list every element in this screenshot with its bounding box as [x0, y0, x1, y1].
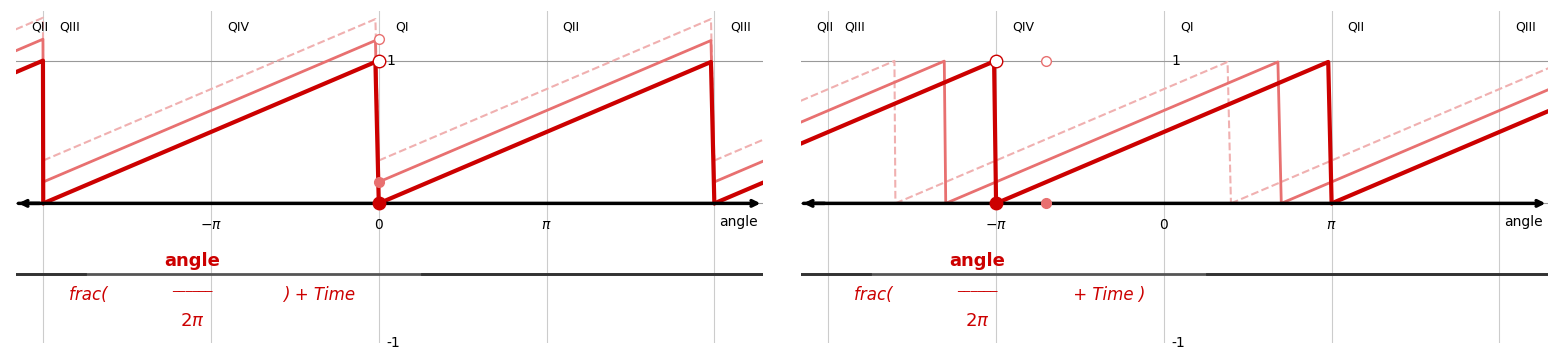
Text: $2\pi$: $2\pi$ — [965, 312, 988, 330]
Text: QIII: QIII — [845, 21, 865, 34]
Text: 1: 1 — [1171, 54, 1181, 68]
Text: angle: angle — [1505, 215, 1544, 229]
Text: QIII: QIII — [730, 21, 751, 34]
Text: $-\pi$: $-\pi$ — [985, 218, 1007, 232]
Text: ) + Time: ) + Time — [283, 286, 355, 303]
Text: QI: QI — [1179, 21, 1193, 34]
Text: QII: QII — [563, 21, 580, 34]
Text: 0: 0 — [374, 218, 383, 232]
Text: ──────: ────── — [172, 286, 213, 296]
Text: QII: QII — [1348, 21, 1365, 34]
Text: frac(: frac( — [69, 286, 113, 303]
Text: QII: QII — [816, 21, 834, 34]
Text: frac(: frac( — [854, 286, 898, 303]
Text: $2\pi$: $2\pi$ — [180, 312, 205, 330]
Text: 0: 0 — [1159, 218, 1168, 232]
Text: angle: angle — [949, 252, 1004, 270]
Text: + Time ): + Time ) — [1068, 286, 1145, 303]
Text: QI: QI — [394, 21, 408, 34]
Text: QIII: QIII — [1516, 21, 1536, 34]
Text: QIV: QIV — [1012, 21, 1034, 34]
Text: angle: angle — [164, 252, 221, 270]
Text: QII: QII — [31, 21, 48, 34]
Text: -1: -1 — [1171, 336, 1186, 350]
Text: $\pi$: $\pi$ — [1326, 218, 1337, 232]
Text: ──────: ────── — [957, 286, 998, 296]
Text: QIII: QIII — [59, 21, 80, 34]
Text: -1: -1 — [386, 336, 400, 350]
Text: 1: 1 — [386, 54, 396, 68]
Text: $\pi$: $\pi$ — [541, 218, 552, 232]
Text: $-\pi$: $-\pi$ — [200, 218, 222, 232]
Text: QIV: QIV — [227, 21, 249, 34]
Text: angle: angle — [719, 215, 759, 229]
